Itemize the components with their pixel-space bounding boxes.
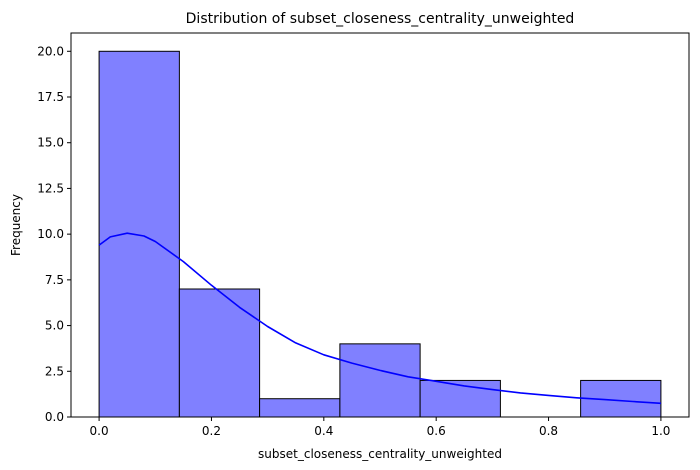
histogram-bar-5 <box>419 379 501 418</box>
x-tick-label: 1.0 <box>651 424 670 438</box>
histogram-bar-3 <box>259 398 341 418</box>
x-tick-label: 0.2 <box>202 424 221 438</box>
y-tick-label: 15.0 <box>37 136 64 150</box>
y-tick-label: 0.0 <box>45 410 64 424</box>
y-axis-label: Frequency <box>9 194 23 256</box>
histogram-bar-2 <box>178 288 261 418</box>
x-axis-label: subset_closeness_centrality_unweighted <box>258 447 502 461</box>
y-tick-label: 17.5 <box>37 90 64 104</box>
y-tick-label: 7.5 <box>45 273 64 287</box>
histogram-bar-4 <box>339 343 421 418</box>
x-tick-label: 0.6 <box>427 424 446 438</box>
x-tick-label: 0.0 <box>90 424 109 438</box>
y-tick-label: 10.0 <box>37 227 64 241</box>
y-tick-label: 12.5 <box>37 181 64 195</box>
x-tick-label: 0.4 <box>314 424 333 438</box>
x-tick-label: 0.8 <box>539 424 558 438</box>
plot-area: 0.0 0.2 0.4 0.6 0.8 1.0 0.0 2.5 5.0 7.5 10.0 12.5 15… <box>37 32 690 438</box>
y-tick-label: 5.0 <box>45 319 64 333</box>
y-tick-label: 20.0 <box>37 44 64 58</box>
plot-frame <box>70 32 690 418</box>
y-tick-label: 2.5 <box>45 364 64 378</box>
chart-title: Distribution of subset_closeness_central… <box>186 11 575 27</box>
histogram-bar-1 <box>98 50 180 418</box>
kde-line <box>98 232 661 405</box>
